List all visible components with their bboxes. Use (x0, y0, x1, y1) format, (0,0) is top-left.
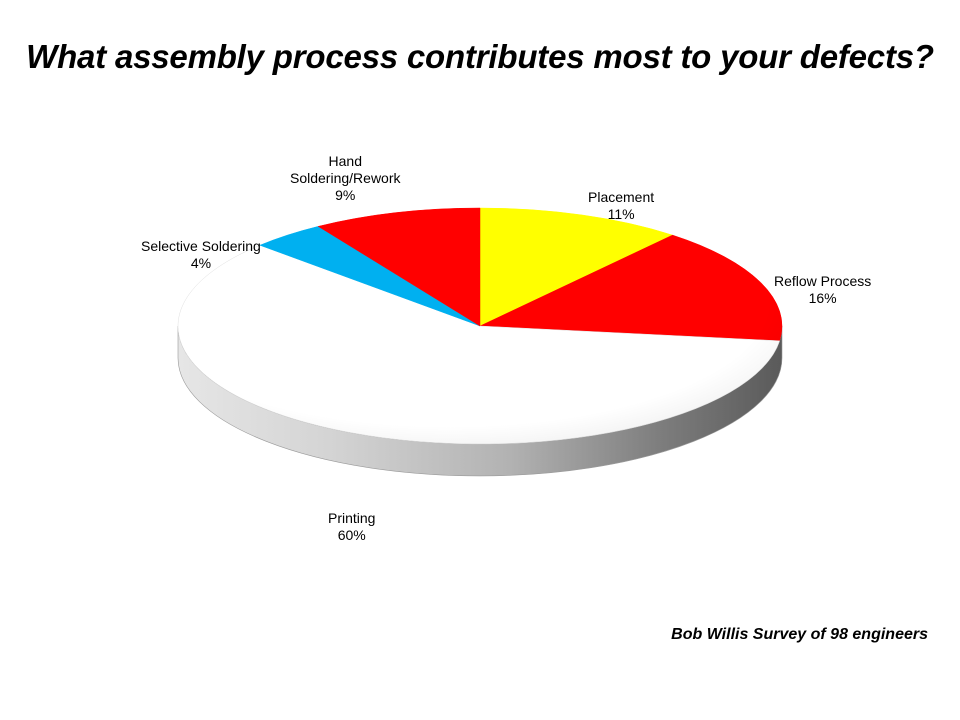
pie-top-face (177, 207, 783, 445)
slice-label-hand-soldering-rework: Hand Soldering/Rework 9% (290, 153, 401, 204)
slice-value-label: 4% (190, 255, 212, 271)
slice-value-label: 9% (335, 187, 356, 203)
chart-title: What assembly process contributes most t… (26, 38, 934, 75)
slice-label-text: Soldering/Rework (290, 170, 401, 186)
slice-label-selective-soldering: Selective Soldering 4% (141, 238, 261, 272)
slice-label-text: Reflow Process (774, 273, 872, 289)
slice-label-text: Selective Soldering (141, 238, 261, 254)
slice-label-text: Hand (328, 153, 362, 169)
slice-value-label: 16% (808, 290, 837, 306)
slice-label-text: Printing (328, 510, 376, 526)
slice-value-label: 11% (607, 206, 635, 222)
slice-value-label: 60% (337, 527, 366, 543)
slice-label-printing: Printing 60% (328, 510, 375, 544)
slice-label-reflow-process: Reflow Process 16% (774, 273, 871, 307)
slice-label-text: Placement (588, 189, 655, 205)
pie-top-shading (178, 208, 782, 444)
source-note: Bob Willis Survey of 98 engineers (671, 626, 928, 643)
slice-label-placement: Placement 11% (588, 189, 654, 223)
